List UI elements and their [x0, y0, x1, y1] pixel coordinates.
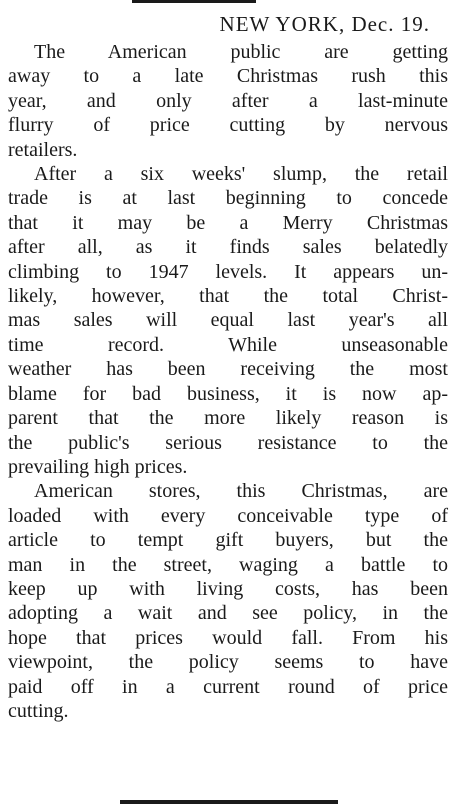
top-column-rule: [132, 0, 256, 3]
paragraph-line: man in the street, waging a battle to: [8, 553, 448, 576]
paragraph-line: blame for bad business, it is now ap-: [8, 382, 448, 405]
paragraph-2: After a six weeks' slump, the retail tra…: [8, 162, 448, 479]
paragraph-line: parent that the more likely reason is: [8, 407, 448, 430]
paragraph-line: climbing to 1947 levels. It appears un-: [8, 260, 448, 283]
paragraph-line: After a six weeks' slump, the retail: [34, 163, 448, 186]
paragraph-1: The American public are getting away to …: [8, 40, 448, 162]
paragraph-line: the public's serious resistance to the: [8, 431, 448, 454]
paragraph-line: keep up with living costs, has been: [8, 577, 448, 600]
paragraph-line: retailers.: [8, 138, 78, 161]
paragraph-line: prevailing high prices.: [8, 455, 188, 478]
paragraph-line: flurry of price cutting by nervous: [8, 114, 448, 137]
paragraph-line: that it may be a Merry Christmas: [8, 211, 448, 234]
paragraph-line: trade is at last beginning to concede: [8, 187, 448, 210]
paragraph-line: cutting.: [8, 699, 69, 722]
paragraph-line: loaded with every conceivable type of: [8, 504, 448, 527]
paragraph-line: after all, as it finds sales belatedly: [8, 236, 448, 259]
paragraph-line: weather has been receiving the most: [8, 358, 448, 381]
paragraph-line: likely, however, that the total Christ-: [8, 285, 448, 308]
paragraph-line: American stores, this Christmas, are: [34, 480, 448, 503]
paragraph-line: hope that prices would fall. From his: [8, 626, 448, 649]
paragraph-line: year, and only after a last-minute: [8, 89, 448, 112]
bottom-column-rule: [120, 800, 338, 804]
paragraph-line: adopting a wait and see policy, in the: [8, 602, 448, 625]
paragraph-line: mas sales will equal last year's all: [8, 309, 448, 332]
paragraph-line: The American public are getting: [34, 41, 448, 63]
paragraph-line: paid off in a current round of price: [8, 675, 448, 698]
paragraph-3: American stores, this Christmas, are loa…: [8, 479, 448, 723]
paragraph-line: away to a late Christmas rush this: [8, 65, 448, 88]
paragraph-line: time record. While unseasonable: [8, 333, 448, 356]
dateline: NEW YORK, Dec. 19.: [219, 12, 430, 36]
news-article: NEW YORK, Dec. 19. The American public a…: [8, 12, 448, 723]
paragraph-line: article to tempt gift buyers, but the: [8, 529, 448, 552]
paragraph-line: viewpoint, the policy seems to have: [8, 651, 448, 674]
